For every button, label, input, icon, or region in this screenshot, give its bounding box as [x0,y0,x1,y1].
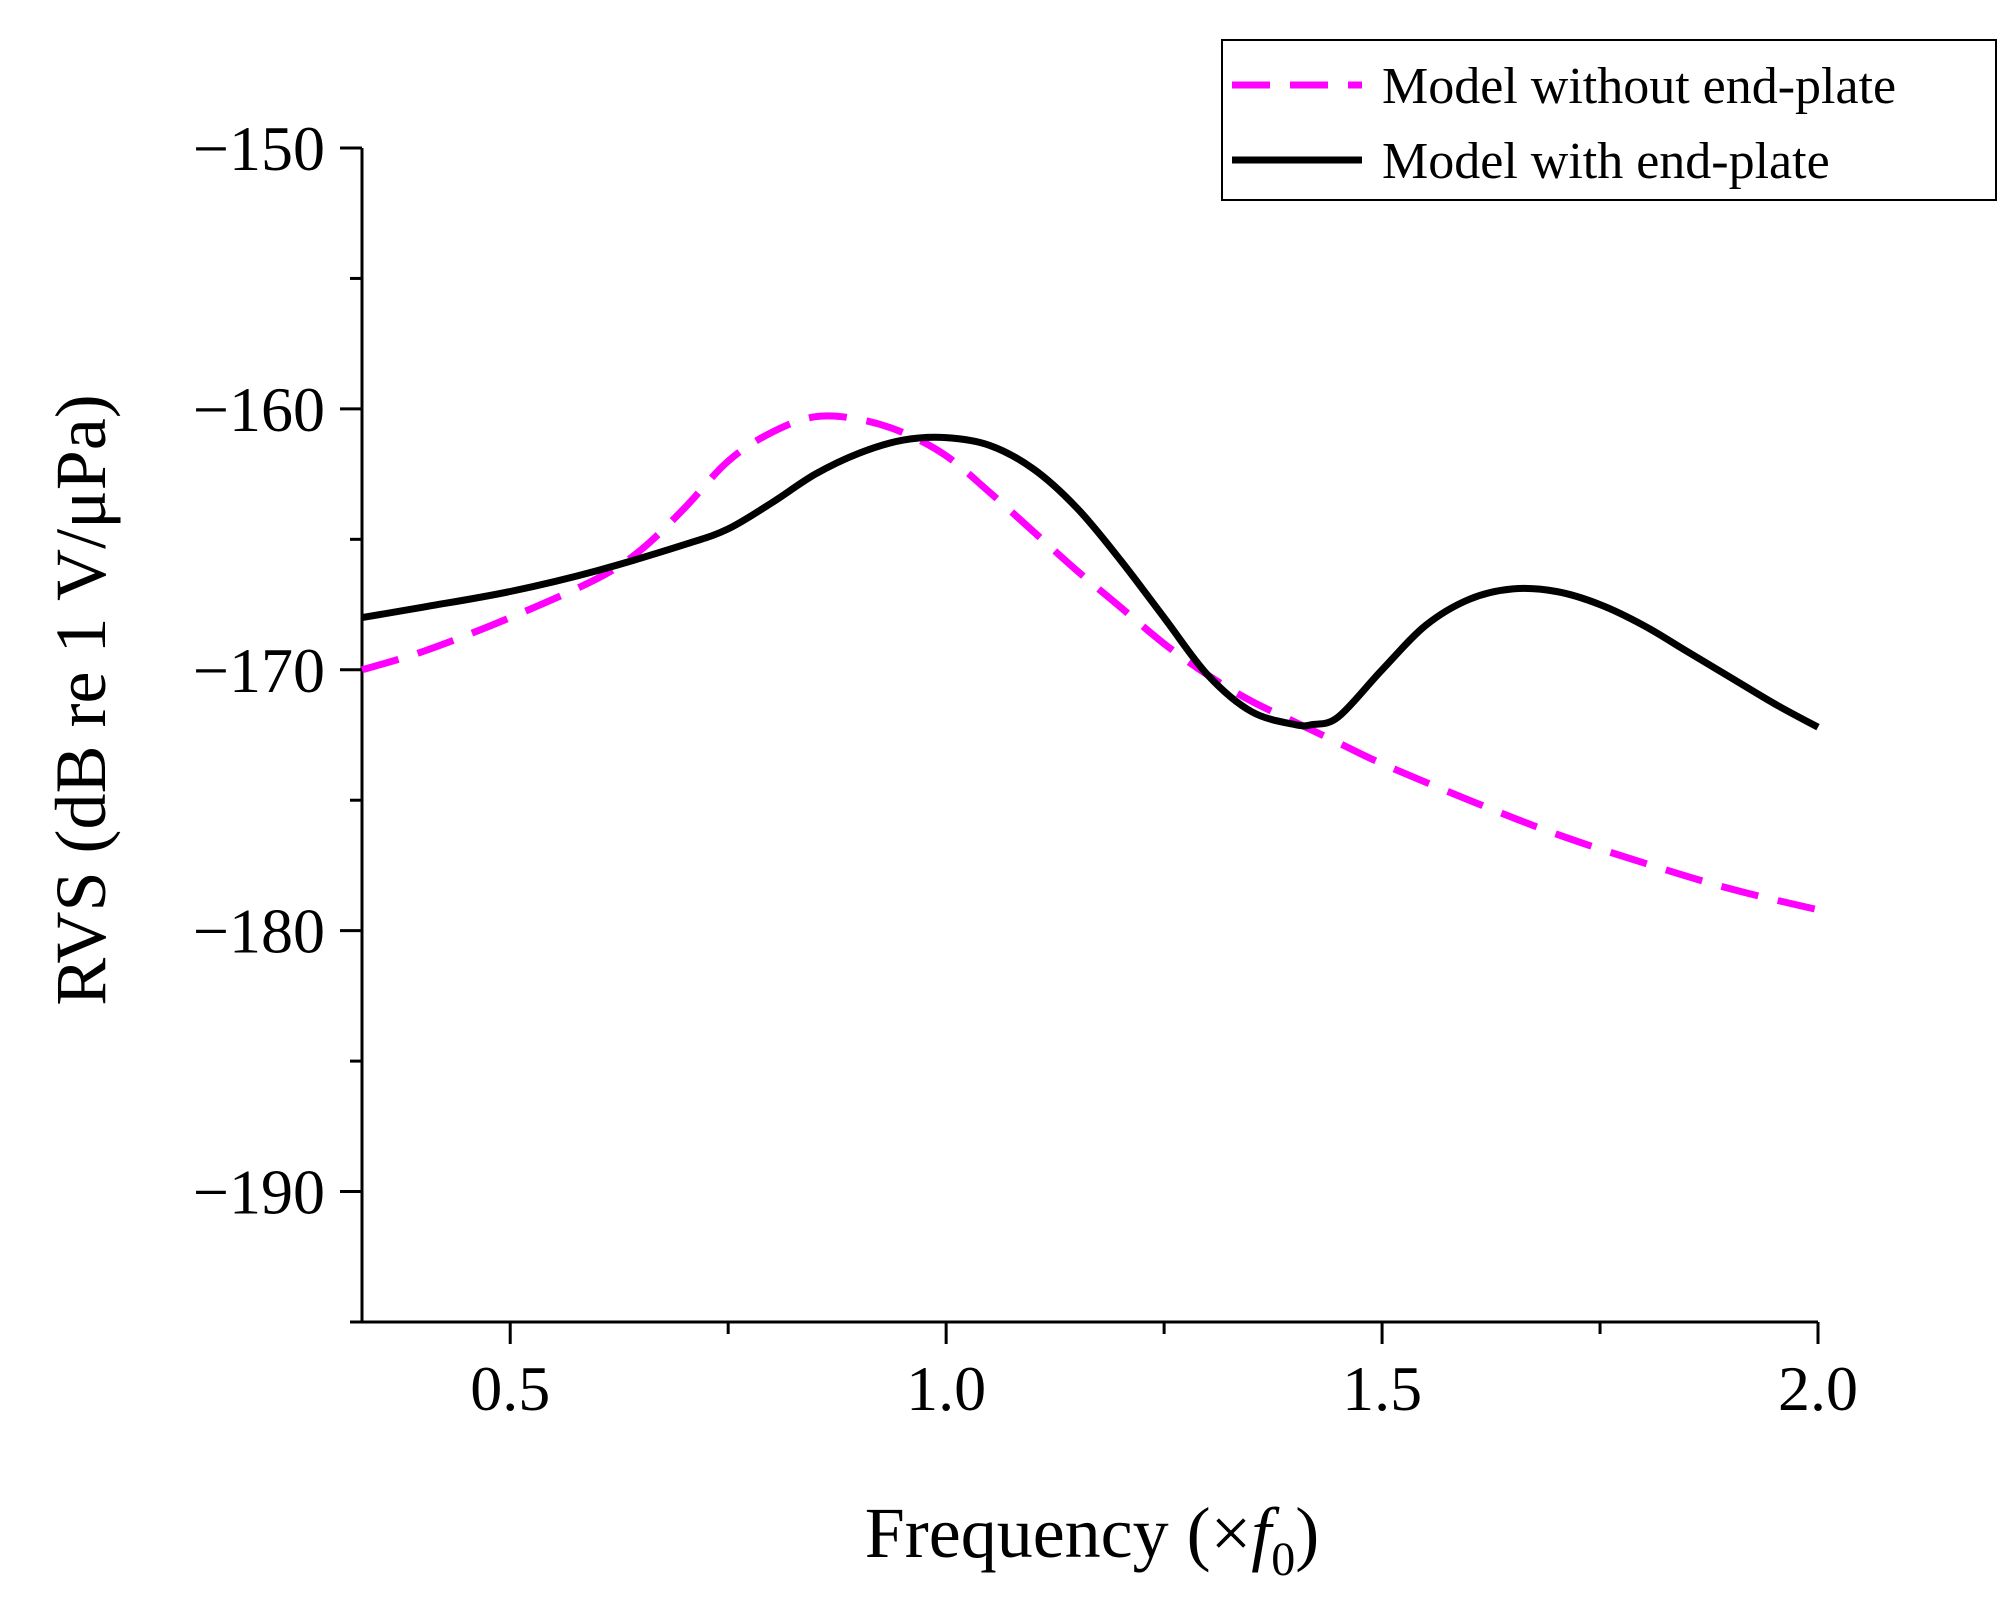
x-tick-label: 1.5 [1342,1353,1422,1424]
legend: Model without end-plate Model with end-p… [1221,39,1997,201]
x-tick-label: 2.0 [1778,1353,1858,1424]
series-line-without-end-plate [360,412,1819,914]
y-tick-label: −150 [193,113,325,184]
legend-label-with-end-plate: Model with end-plate [1382,133,1830,190]
x-axis-title: Frequency (×f0) [865,1493,1319,1586]
series-layer [360,412,1820,914]
legend-label-without-end-plate: Model without end-plate [1382,58,1896,115]
y-tick-label: −160 [193,374,325,445]
x-tick-label: 0.5 [470,1353,550,1424]
axes [360,148,1818,1324]
ticks: −150 −160 −170 −180 −190 0.5 1.0 1.5 2.0 [193,113,1858,1424]
y-tick-label: −180 [193,896,325,967]
series-line-with-end-plate [361,433,1820,731]
x-tick-label: 1.0 [906,1353,986,1424]
y-axis-title: RVS (dB re 1 V/μPa) [41,394,121,1006]
legend-box [1221,39,1997,201]
y-tick-label: −190 [193,1157,325,1228]
y-tick-label: −170 [193,635,325,706]
